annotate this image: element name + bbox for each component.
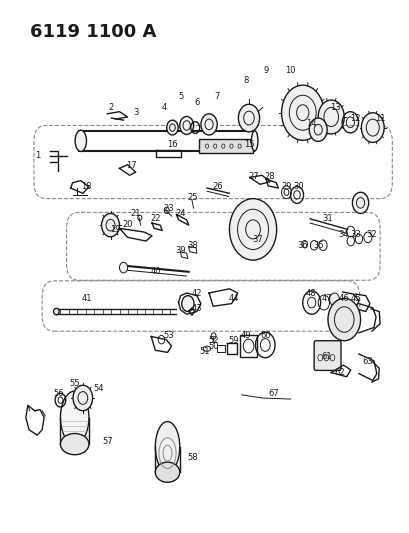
- Circle shape: [181, 296, 193, 312]
- Text: 9: 9: [263, 66, 268, 75]
- Circle shape: [329, 293, 339, 306]
- Text: 8: 8: [243, 76, 248, 85]
- FancyBboxPatch shape: [313, 341, 340, 370]
- Text: 46: 46: [337, 294, 348, 303]
- Text: 37: 37: [252, 236, 263, 245]
- Text: 33: 33: [349, 230, 360, 239]
- Circle shape: [73, 385, 92, 411]
- Circle shape: [317, 100, 344, 134]
- Text: 27: 27: [248, 172, 258, 181]
- Circle shape: [281, 85, 323, 140]
- Text: 42: 42: [191, 288, 202, 297]
- Text: 58: 58: [187, 453, 198, 462]
- Text: 61: 61: [321, 352, 332, 361]
- Text: 7: 7: [214, 92, 219, 101]
- Text: 21: 21: [130, 209, 141, 218]
- Text: 30: 30: [292, 182, 303, 191]
- Text: 19: 19: [110, 225, 120, 234]
- Text: 57: 57: [102, 437, 112, 446]
- Text: 1: 1: [35, 151, 40, 160]
- Text: 16: 16: [167, 140, 177, 149]
- Text: 26: 26: [211, 182, 222, 191]
- Ellipse shape: [54, 309, 59, 315]
- Bar: [240, 335, 256, 357]
- Circle shape: [352, 192, 368, 214]
- Text: 10: 10: [285, 66, 295, 75]
- Text: 25: 25: [187, 193, 198, 202]
- Text: 49: 49: [240, 331, 250, 340]
- Text: 23: 23: [163, 204, 173, 213]
- Ellipse shape: [251, 131, 257, 151]
- Circle shape: [119, 262, 127, 273]
- Text: 11: 11: [374, 114, 384, 123]
- Circle shape: [200, 114, 217, 135]
- Text: 55: 55: [69, 378, 80, 387]
- Text: 17: 17: [126, 161, 137, 170]
- Ellipse shape: [75, 130, 86, 151]
- Text: 56: 56: [53, 389, 63, 398]
- Ellipse shape: [60, 433, 89, 455]
- Text: 60: 60: [260, 331, 271, 340]
- Circle shape: [360, 113, 383, 142]
- Text: 22: 22: [151, 214, 161, 223]
- Text: 53: 53: [163, 331, 173, 340]
- Text: 4: 4: [161, 103, 166, 112]
- Text: 14: 14: [305, 119, 315, 128]
- Text: 40: 40: [151, 268, 161, 276]
- Circle shape: [308, 118, 326, 141]
- Text: 41: 41: [81, 294, 92, 303]
- Text: 20: 20: [122, 220, 133, 229]
- Text: 15: 15: [244, 140, 254, 149]
- Text: 34: 34: [337, 230, 348, 239]
- Text: 63: 63: [362, 358, 372, 367]
- Text: 18: 18: [81, 182, 92, 191]
- Text: 24: 24: [175, 209, 185, 218]
- Circle shape: [238, 104, 259, 132]
- Text: 5: 5: [178, 92, 183, 101]
- Text: 38: 38: [187, 241, 198, 250]
- Text: 32: 32: [366, 230, 376, 239]
- Text: 47: 47: [321, 294, 332, 303]
- Text: 39: 39: [175, 246, 185, 255]
- Circle shape: [179, 116, 193, 134]
- Text: 67: 67: [268, 389, 279, 398]
- Text: 13: 13: [329, 103, 340, 112]
- Text: 62: 62: [333, 368, 344, 377]
- Ellipse shape: [155, 422, 179, 472]
- Text: 6119 1100 A: 6119 1100 A: [30, 22, 156, 41]
- Text: 54: 54: [94, 384, 104, 393]
- Circle shape: [166, 120, 178, 135]
- Text: 6: 6: [194, 98, 199, 107]
- Text: 12: 12: [350, 114, 360, 123]
- Text: 29: 29: [281, 182, 291, 191]
- Text: 45: 45: [350, 294, 360, 303]
- Text: 3: 3: [133, 108, 138, 117]
- Text: 59: 59: [228, 336, 238, 345]
- Text: 35: 35: [313, 241, 324, 250]
- Text: 31: 31: [321, 214, 332, 223]
- Bar: [198, 139, 252, 153]
- Text: 48: 48: [305, 288, 315, 297]
- Circle shape: [101, 214, 119, 237]
- Text: 28: 28: [264, 172, 275, 181]
- Circle shape: [229, 199, 276, 260]
- Ellipse shape: [155, 462, 179, 482]
- Text: 36: 36: [297, 241, 307, 250]
- Text: 51: 51: [199, 347, 210, 356]
- Circle shape: [327, 298, 360, 341]
- Ellipse shape: [60, 391, 89, 444]
- Text: 52: 52: [207, 336, 218, 345]
- Text: 50: 50: [207, 342, 218, 351]
- Text: 2: 2: [108, 103, 114, 112]
- Text: 43: 43: [191, 304, 202, 313]
- Text: 44: 44: [228, 294, 238, 303]
